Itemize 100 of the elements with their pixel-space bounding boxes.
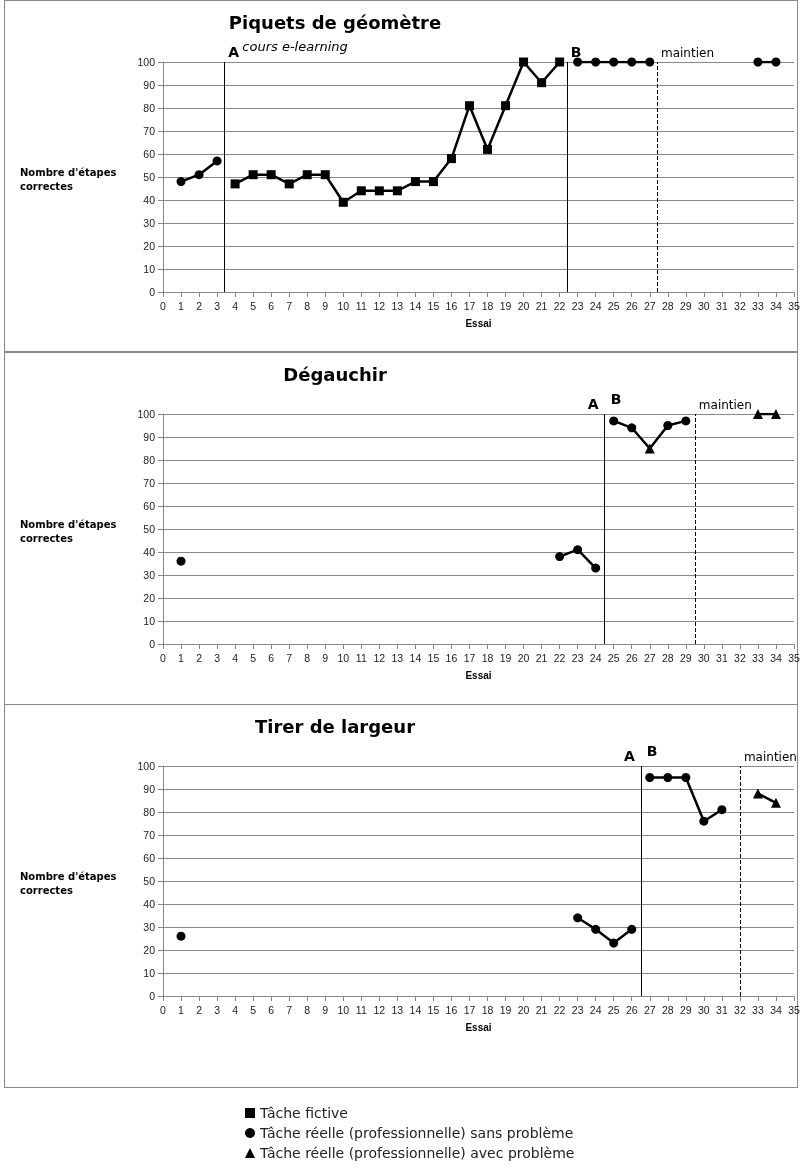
annotation: B	[646, 743, 658, 759]
x-tick-label: 20	[517, 651, 530, 664]
x-tick-label: 8	[304, 299, 311, 312]
x-tick-label: 31	[716, 299, 728, 312]
y-tick-label: 40	[143, 194, 156, 206]
y-tick-label: 0	[149, 990, 156, 1002]
x-tick-label: 26	[625, 299, 638, 312]
x-tick-label: 16	[445, 299, 458, 312]
x-tick-label: 31	[716, 1003, 728, 1016]
x-tick-label: 30	[698, 1003, 710, 1016]
x-tick-label: 11	[355, 651, 367, 664]
point	[302, 170, 312, 180]
y-tick-label: 0	[149, 286, 156, 298]
point	[771, 57, 781, 67]
x-tick-label: 24	[589, 299, 602, 312]
point	[573, 57, 583, 67]
point	[591, 563, 601, 573]
x-tick-label: 27	[643, 1003, 656, 1016]
y-tick-label: 100	[137, 408, 156, 420]
point	[483, 144, 493, 154]
x-tick-label: 2	[196, 651, 203, 664]
point	[644, 443, 655, 454]
x-tick-label: 7	[286, 299, 293, 312]
y-tick-label: 0	[149, 638, 156, 650]
x-tick-label: 17	[463, 1003, 476, 1016]
x-tick-label: 33	[752, 299, 764, 312]
y-tick-label: 50	[143, 875, 156, 887]
point	[519, 57, 529, 67]
y-tick-label: 60	[143, 148, 156, 160]
x-tick-label: 2	[196, 1003, 203, 1016]
x-tick-label: 9	[322, 299, 329, 312]
x-tick-label: 1	[178, 651, 185, 664]
y-axis-title: Nombre d'étapes correctes	[20, 870, 120, 896]
y-tick-label: 70	[143, 829, 156, 841]
point	[537, 78, 547, 88]
y-tick-label: 100	[137, 760, 156, 772]
x-tick-label: 23	[571, 1003, 584, 1016]
x-tick-label: 25	[607, 299, 620, 312]
x-tick-label: 17	[463, 299, 476, 312]
x-tick-label: 26	[625, 1003, 638, 1016]
point	[573, 913, 583, 923]
chart-title: Tirer de largeur	[254, 715, 416, 737]
x-tick-label: 28	[661, 1003, 674, 1016]
x-tick-label: 35	[788, 1003, 800, 1016]
y-axis-title: Nombre d'étapes correctes	[20, 518, 120, 544]
x-tick-label: 25	[607, 651, 620, 664]
ref-line-label: maintien	[743, 750, 797, 764]
x-tick-label: 20	[517, 1003, 530, 1016]
point	[555, 552, 565, 562]
point	[753, 57, 763, 67]
ref-line-label: A	[623, 748, 635, 764]
point	[609, 938, 619, 948]
point	[681, 773, 691, 782]
x-tick-label: 24	[589, 1003, 602, 1016]
x-tick-label: 16	[445, 1003, 458, 1016]
y-tick-label: 70	[143, 477, 156, 489]
y-tick-label: 40	[143, 898, 156, 910]
point	[591, 924, 601, 934]
x-tick-label: 5	[250, 651, 257, 664]
x-tick-label: 6	[268, 1003, 275, 1016]
x-tick-label: 6	[268, 299, 275, 312]
y-tick-label: 30	[143, 921, 156, 933]
legend-label: Tâche réelle (professionnelle) sans problème	[259, 1125, 574, 1141]
y-tick-label: 20	[143, 944, 156, 956]
point	[266, 170, 276, 180]
y-tick-label: 80	[143, 454, 156, 466]
point	[392, 186, 402, 196]
y-tick-label: 80	[143, 806, 156, 818]
point	[464, 101, 474, 111]
point	[212, 156, 222, 166]
x-tick-label: 10	[337, 1003, 350, 1016]
x-tick-label: 8	[304, 1003, 311, 1016]
text: cours e-learning	[242, 39, 348, 54]
point	[627, 423, 637, 433]
point	[284, 179, 294, 189]
point	[717, 805, 727, 815]
x-tick-label: 20	[517, 299, 530, 312]
y-tick-label: 90	[143, 79, 156, 91]
point	[176, 556, 186, 566]
point	[446, 154, 456, 164]
point	[374, 186, 384, 196]
x-tick-label: 7	[286, 1003, 293, 1016]
x-tick-label: 15	[427, 299, 440, 312]
x-tick-label: 14	[409, 651, 422, 664]
x-tick-label: 28	[661, 651, 674, 664]
x-tick-label: 22	[553, 299, 566, 312]
x-tick-label: 2	[196, 299, 203, 312]
x-tick-label: 32	[734, 299, 746, 312]
x-tick-label: 12	[373, 1003, 386, 1016]
point	[681, 416, 691, 426]
x-tick-label: 27	[643, 651, 656, 664]
x-tick-label: 21	[535, 651, 548, 664]
x-axis-title: Essai	[465, 1021, 492, 1033]
y-tick-label: 90	[143, 783, 156, 795]
x-axis-title: Essai	[465, 317, 492, 329]
y-tick-label: 70	[143, 125, 156, 137]
point	[699, 816, 709, 826]
x-tick-label: 28	[661, 299, 674, 312]
y-tick-label: 10	[143, 263, 156, 275]
x-tick-label: 1	[178, 299, 185, 312]
